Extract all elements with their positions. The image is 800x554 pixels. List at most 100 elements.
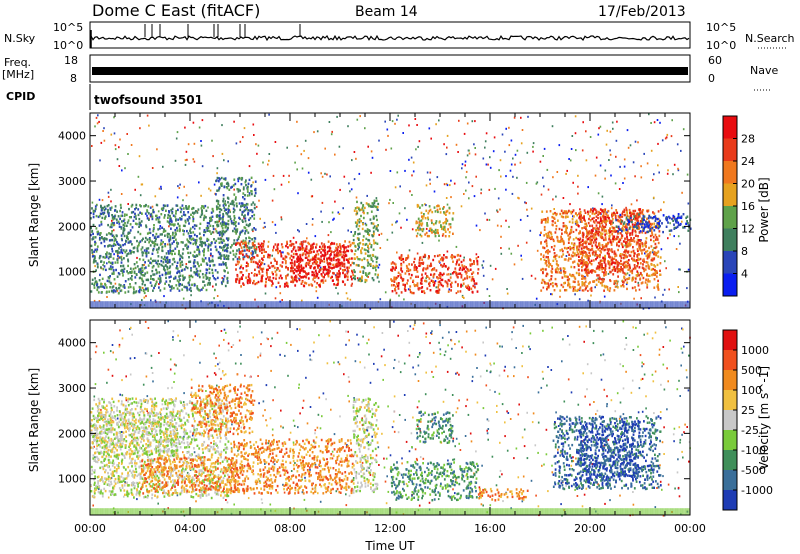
- data-cell: [217, 202, 220, 205]
- data-cell: [475, 257, 478, 260]
- data-cell: [115, 301, 117, 308]
- data-cell: [578, 283, 580, 286]
- data-cell: [343, 301, 346, 308]
- data-cell: [228, 188, 231, 191]
- data-cell: [108, 280, 111, 283]
- data-cell: [363, 257, 366, 261]
- data-cell: [372, 301, 375, 308]
- data-cell: [316, 296, 319, 299]
- data-cell: [655, 271, 658, 274]
- data-cell: [433, 206, 436, 209]
- data-cell: [559, 240, 562, 243]
- data-cell: [426, 264, 429, 268]
- data-cell: [594, 234, 597, 237]
- data-cell: [208, 187, 210, 190]
- data-cell: [334, 200, 336, 203]
- data-cell: [127, 264, 129, 268]
- data-cell: [312, 257, 315, 261]
- data-cell: [149, 231, 152, 235]
- data-cell: [236, 249, 238, 252]
- data-cell: [397, 284, 399, 288]
- data-cell: [681, 220, 683, 223]
- data-cell: [645, 237, 648, 240]
- data-cell: [422, 255, 425, 259]
- data-cell: [526, 215, 529, 217]
- data-cell: [150, 257, 152, 260]
- data-cell: [415, 220, 418, 223]
- data-cell: [685, 301, 687, 308]
- data-cell: [282, 257, 285, 260]
- data-cell: [293, 264, 296, 267]
- data-cell: [659, 273, 661, 276]
- data-cell: [274, 223, 277, 226]
- data-cell: [193, 271, 196, 274]
- data-cell: [362, 271, 365, 274]
- data-cell: [274, 259, 276, 262]
- data-cell: [450, 285, 453, 288]
- data-cell: [230, 301, 232, 308]
- data-cell: [337, 258, 339, 261]
- data-cell: [487, 301, 490, 308]
- data-cell: [210, 218, 213, 222]
- data-cell: [318, 301, 321, 308]
- data-cell: [439, 275, 442, 279]
- data-cell: [303, 301, 306, 308]
- data-cell: [254, 273, 256, 276]
- data-cell: [640, 217, 643, 220]
- data-cell: [678, 268, 680, 271]
- data-cell: [677, 167, 679, 170]
- data-cell: [553, 244, 556, 248]
- data-cell: [333, 301, 336, 308]
- data-cell: [581, 227, 583, 230]
- data-cell: [210, 301, 212, 308]
- data-cell: [448, 279, 451, 282]
- data-cell: [206, 263, 209, 266]
- data-cell: [396, 171, 399, 174]
- data-cell: [217, 180, 220, 183]
- data-cell: [222, 233, 225, 236]
- data-cell: [171, 301, 173, 308]
- data-cell: [278, 301, 281, 308]
- data-cell: [542, 286, 545, 289]
- data-cell: [106, 301, 108, 308]
- data-cell: [251, 192, 253, 196]
- data-cell: [111, 250, 114, 253]
- data-cell: [373, 205, 376, 208]
- data-cell: [251, 257, 254, 260]
- data-cell: [120, 261, 123, 264]
- data-cell: [567, 259, 570, 262]
- data-cell: [169, 270, 172, 274]
- data-cell: [547, 252, 549, 255]
- data-cell: [178, 301, 181, 308]
- data-cell: [432, 258, 435, 262]
- data-cell: [259, 267, 262, 270]
- data-cell: [393, 278, 396, 281]
- data-cell: [653, 212, 656, 215]
- data-cell: [435, 220, 438, 223]
- data-cell: [540, 301, 542, 308]
- data-cell: [209, 216, 212, 220]
- data-cell: [261, 274, 264, 277]
- data-cell: [542, 279, 545, 282]
- data-cell: [546, 286, 549, 289]
- data-cell: [637, 141, 639, 144]
- data-cell: [542, 218, 545, 221]
- data-cell: [322, 249, 324, 252]
- data-cell: [171, 233, 174, 236]
- data-cell: [166, 265, 169, 269]
- data-cell: [418, 287, 421, 290]
- data-cell: [305, 265, 307, 268]
- data-cell: [556, 263, 558, 266]
- data-cell: [300, 276, 303, 279]
- data-cell: [457, 276, 459, 279]
- data-cell: [587, 301, 590, 308]
- data-cell: [436, 276, 438, 279]
- data-cell: [172, 231, 174, 235]
- data-cell: [185, 265, 187, 269]
- data-cell: [505, 127, 507, 130]
- data-cell: [580, 301, 582, 308]
- data-cell: [350, 278, 353, 281]
- data-cell: [371, 301, 373, 308]
- data-cell: [248, 223, 251, 226]
- data-cell: [198, 250, 201, 254]
